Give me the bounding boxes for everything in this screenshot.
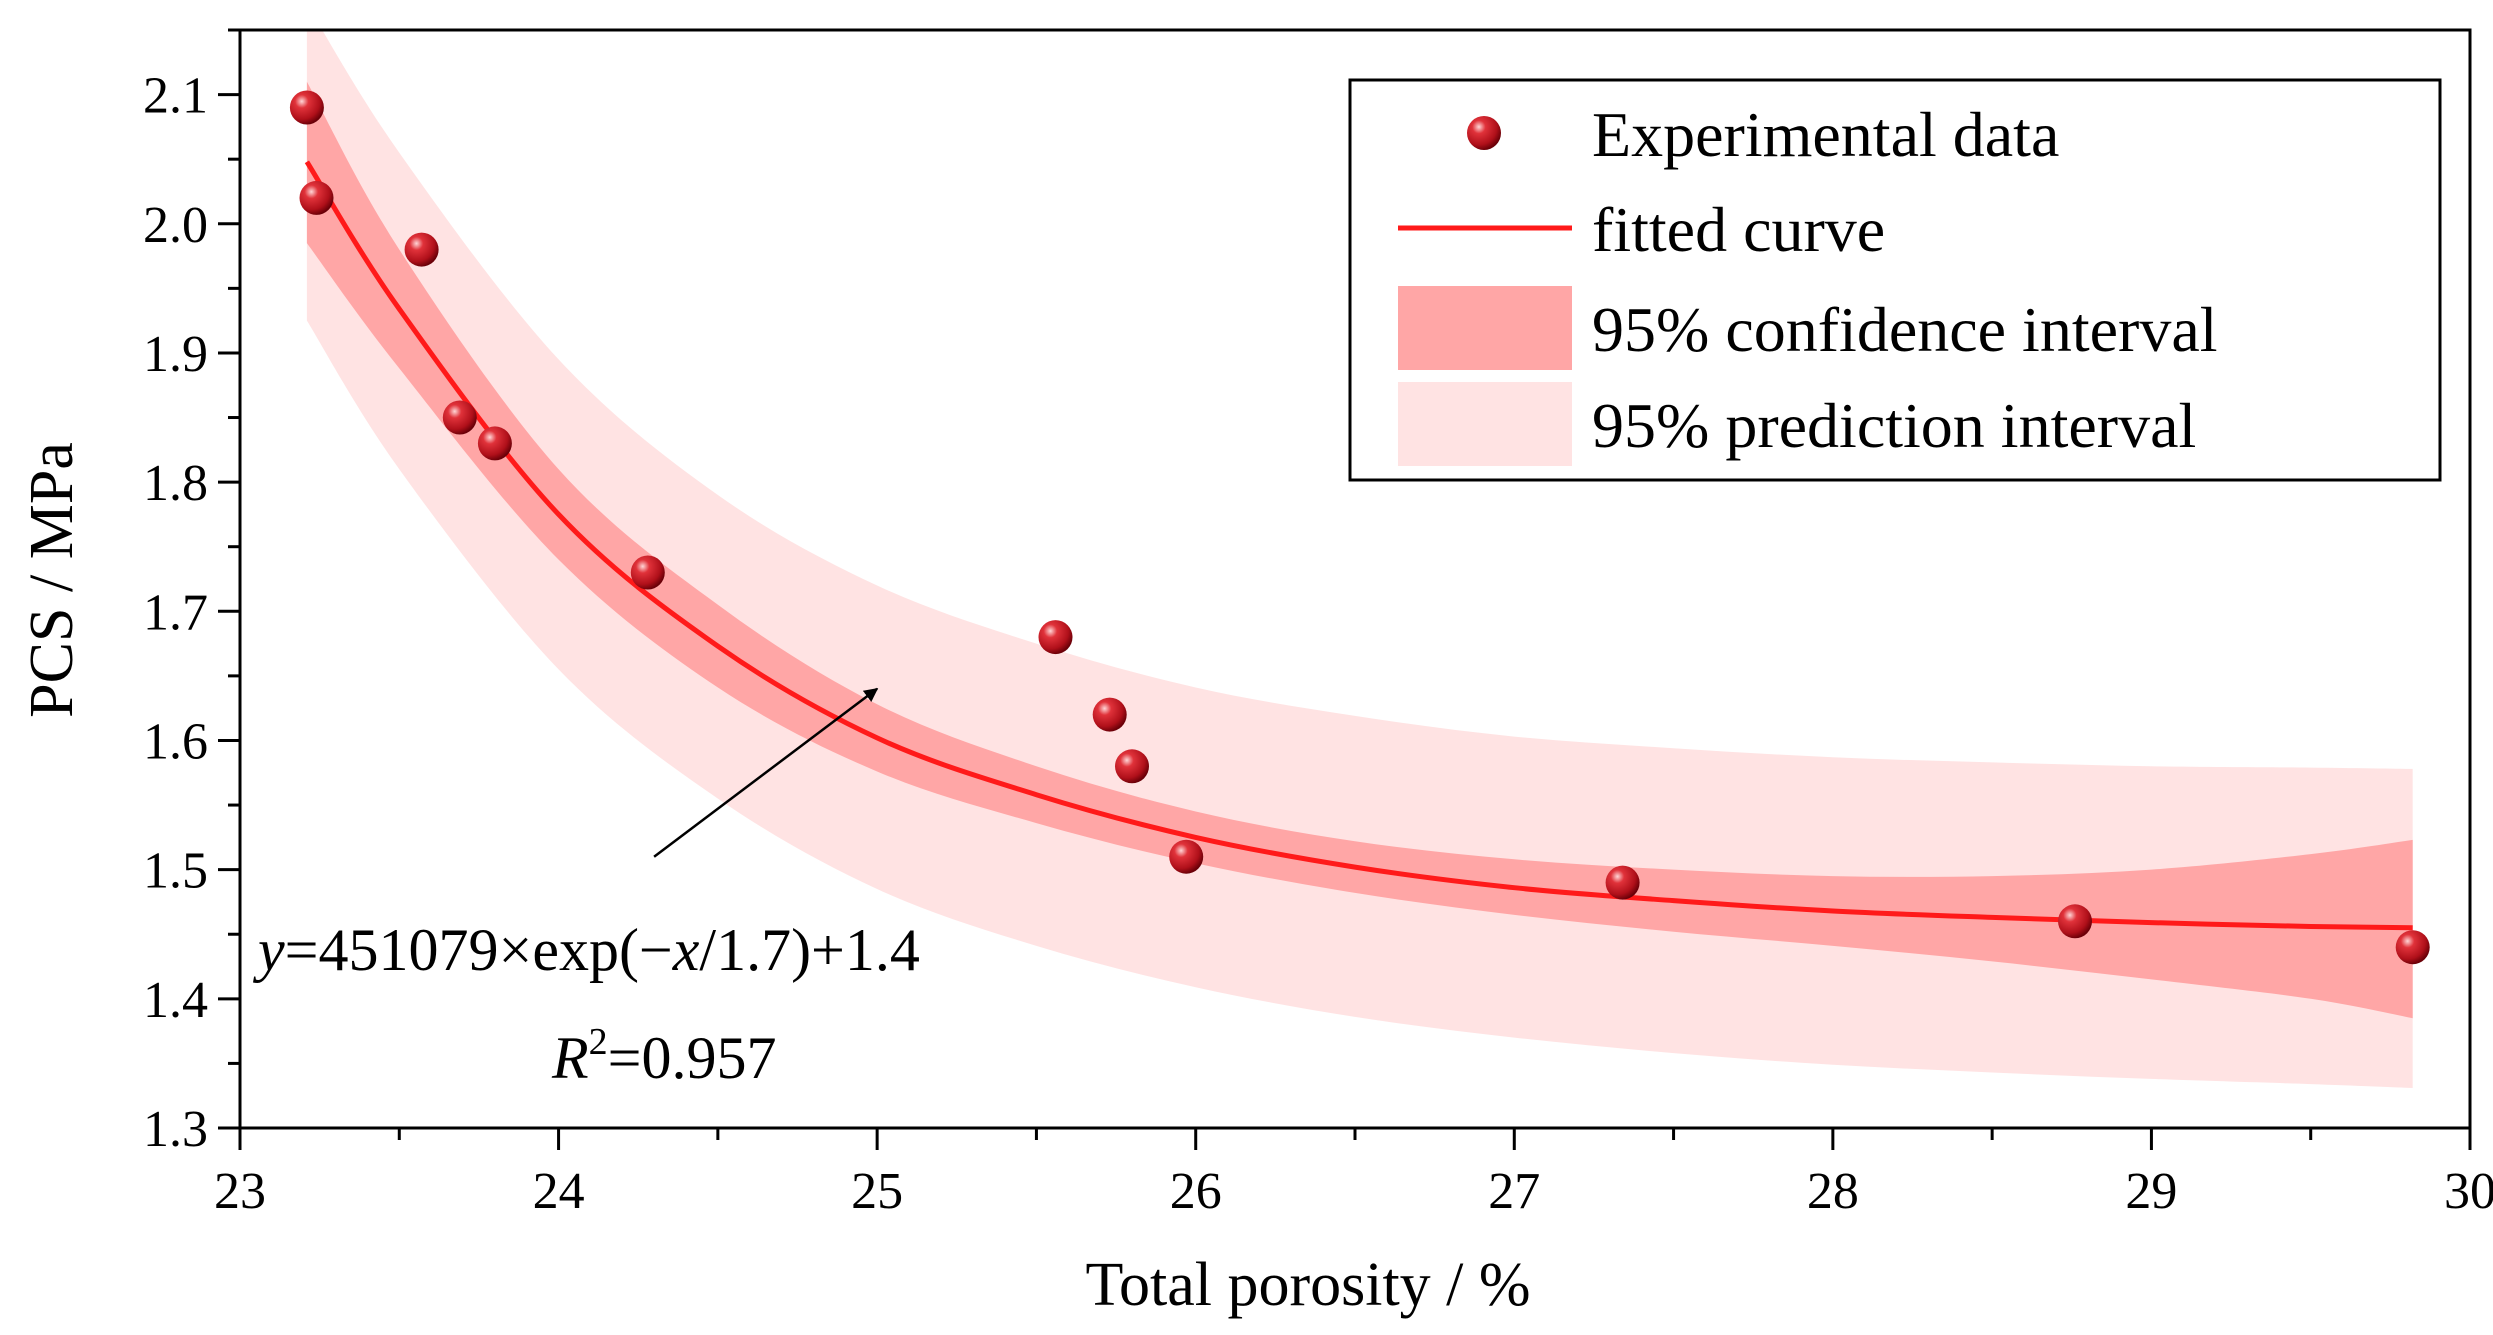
- data-point-10: [1169, 839, 1204, 874]
- data-point-8: [1092, 697, 1127, 732]
- legend-marker-experimental: [1467, 116, 1501, 150]
- data-point-9: [1115, 749, 1149, 784]
- y-tick-label: 1.8: [143, 455, 208, 512]
- experimental-data-points: [289, 90, 2430, 965]
- fit-equation: y=451079×exp(−x/1.7)+1.4: [252, 917, 920, 983]
- legend-swatch-confidence: [1398, 286, 1572, 370]
- data-point-2: [299, 180, 334, 215]
- axes: 23 24 25 26 27 28 29 30 1.3 1.4 1.5 1.6 1.7 1.8 1.9 2.…: [143, 28, 2493, 1220]
- legend-label-prediction: 95% prediction interval: [1592, 390, 2196, 461]
- y-axis-label: PCS / MPa: [18, 442, 86, 718]
- x-tick-label: 28: [1807, 1163, 1859, 1220]
- data-point-7: [1038, 620, 1073, 655]
- legend-label-confidence: 95% confidence interval: [1592, 294, 2218, 365]
- y-tick-label: 1.7: [143, 584, 208, 641]
- prediction-interval-band: [306, 30, 2413, 1088]
- data-point-11: [1605, 865, 1640, 900]
- x-tick-label: 30: [2444, 1163, 2493, 1220]
- y-tick-label: 1.5: [143, 843, 208, 900]
- equation-var-x: x: [672, 917, 700, 983]
- x-tick-label: 24: [533, 1163, 585, 1220]
- legend-label-experimental: Experimental data: [1592, 99, 2059, 170]
- y-axis-ticks: 1.3 1.4 1.5 1.6 1.7 1.8 1.9 2.0 2.1: [143, 28, 240, 1158]
- annotation-arrow: [653, 687, 879, 858]
- y-tick-label: 1.6: [143, 713, 208, 770]
- data-point-6: [630, 555, 665, 590]
- x-tick-label: 25: [851, 1163, 903, 1220]
- r2-value: =0.957: [608, 1025, 777, 1091]
- y-tick-label: 2.1: [143, 68, 208, 125]
- r2-exponent: 2: [589, 1021, 608, 1063]
- x-tick-label: 27: [1488, 1163, 1540, 1220]
- equation-var-y: y: [252, 917, 285, 983]
- y-tick-label: 1.4: [143, 972, 208, 1029]
- data-point-4: [442, 400, 477, 435]
- data-point-1: [289, 90, 324, 125]
- y-tick-label: 1.9: [143, 326, 208, 383]
- x-tick-label: 29: [2125, 1163, 2177, 1220]
- y-tick-label: 1.3: [143, 1101, 208, 1158]
- data-point-3: [404, 232, 439, 267]
- x-axis-ticks: 23 24 25 26 27 28 29 30: [214, 1128, 2493, 1220]
- x-axis-label: Total porosity / %: [1085, 1251, 1530, 1319]
- data-point-13: [2395, 930, 2430, 965]
- legend-label-fitted: fitted curve: [1592, 194, 1885, 265]
- equation-body: =451079×exp(−: [285, 917, 673, 983]
- legend-swatch-prediction: [1398, 382, 1572, 466]
- data-point-12: [2058, 904, 2092, 939]
- legend: Experimental data fitted curve 95% confi…: [1348, 78, 2442, 482]
- x-tick-label: 23: [214, 1163, 266, 1220]
- data-point-5: [477, 426, 512, 461]
- x-tick-label: 26: [1170, 1163, 1222, 1220]
- r-squared: R2=0.957: [551, 1021, 777, 1091]
- equation-tail: /1.7)+1.4: [699, 917, 920, 983]
- y-tick-label: 2.0: [143, 197, 208, 254]
- r2-symbol: R: [551, 1025, 589, 1091]
